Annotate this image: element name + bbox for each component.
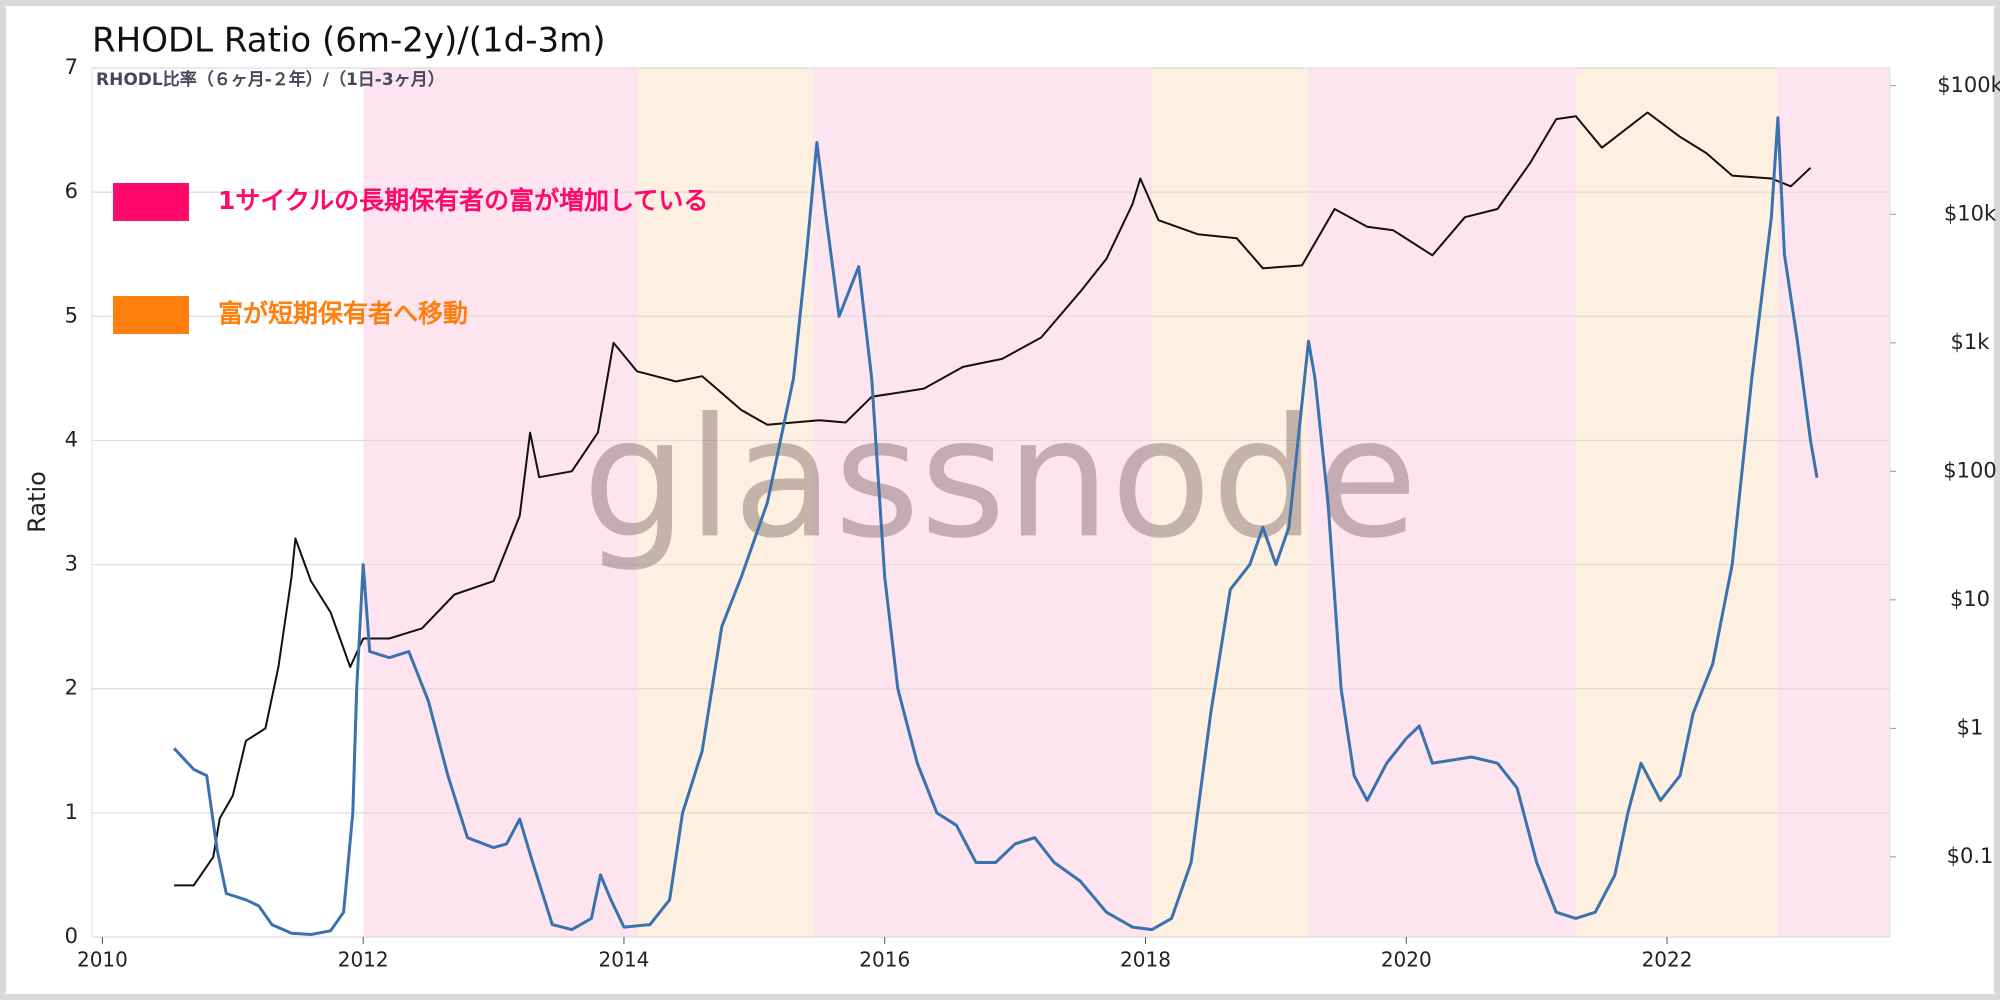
foreground-layer: 0 1 2 3 4 5 6 7 $0.1 $1 $10 $100 $1k $10k $100k 2010 201…	[65, 55, 2000, 972]
x-tick-label: 2012	[338, 948, 389, 972]
watermark: glassnode	[582, 382, 1417, 574]
legend-label: 富が短期保有者へ移動	[218, 299, 468, 328]
y2-tick-label: $100k	[1937, 73, 2000, 97]
x-tick-label: 2014	[599, 948, 650, 972]
legend-label: 1サイクルの長期保有者の富が増加している	[218, 186, 708, 215]
y-tick-label: 2	[65, 676, 78, 700]
region	[1575, 68, 1778, 937]
y-tick-label: 0	[65, 924, 78, 948]
y2-tick-label: $1	[1957, 715, 1984, 739]
y-tick-label: 7	[65, 55, 78, 79]
y-tick-label: 5	[65, 303, 78, 327]
x-tick-label: 2010	[77, 948, 128, 972]
x-tick-label: 2016	[859, 948, 910, 972]
region	[637, 68, 814, 937]
data-line	[173, 116, 1819, 936]
y-tick-label: 1	[65, 800, 78, 824]
y2-tick-label: $1k	[1951, 330, 1991, 354]
background-layer: glassnode	[91, 67, 1891, 938]
y-axis-label: Ratio	[23, 471, 51, 533]
data-line	[174, 111, 1812, 887]
y2-tick-label: $10	[1950, 587, 1990, 611]
legend-swatch	[113, 183, 189, 221]
y-tick-label: 4	[65, 427, 78, 451]
legend-swatch	[113, 296, 189, 334]
region	[813, 68, 1153, 937]
y-tick-label: 3	[65, 552, 78, 576]
region	[1308, 68, 1576, 937]
chart-subtitle: RHODL比率（６ヶ月-２年）/（1日-3ヶ月）	[96, 69, 445, 90]
region	[1777, 68, 1890, 937]
y2-tick-label: $100	[1943, 458, 1996, 482]
x-tick-label: 2018	[1120, 948, 1171, 972]
region	[1152, 68, 1309, 937]
y-tick-label: 6	[65, 179, 78, 203]
y2-tick-label: $10k	[1944, 201, 1997, 225]
y2-tick-label: $0.1	[1947, 844, 1994, 868]
x-tick-label: 2020	[1381, 948, 1432, 972]
x-tick-label: 2022	[1642, 948, 1693, 972]
chart-title: RHODL Ratio (6m-2y)/(1d-3m)	[92, 21, 606, 61]
region	[363, 68, 638, 937]
